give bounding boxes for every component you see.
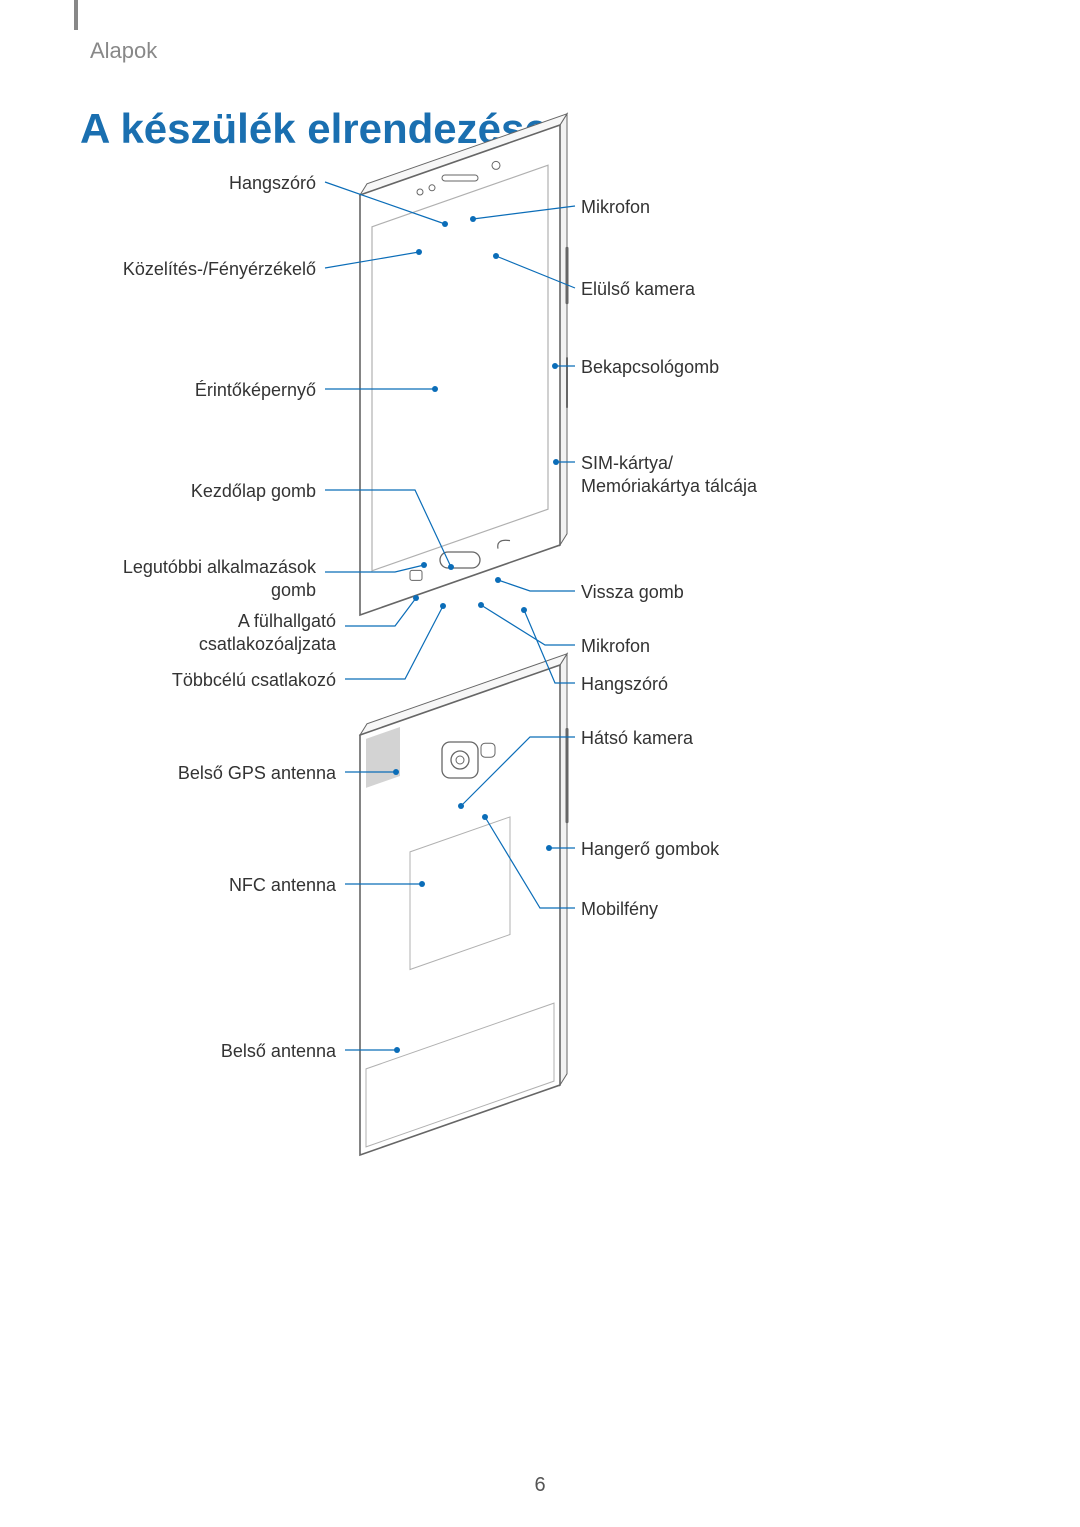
callout-label: Hangszóró	[229, 172, 316, 195]
callout-label: Közelítés-/Fényérzékelő	[123, 258, 316, 281]
callout-label: Mikrofon	[581, 635, 650, 658]
callout-label: Belső GPS antenna	[178, 762, 336, 785]
callout-label: Hangszóró	[581, 673, 668, 696]
callout-label: NFC antenna	[229, 874, 336, 897]
callout-label: Érintőképernyő	[195, 379, 316, 402]
callout-label: Többcélú csatlakozó	[172, 669, 336, 692]
callout-label: A fülhallgatócsatlakozóaljzata	[199, 610, 336, 655]
callout-label: Bekapcsológomb	[581, 356, 719, 379]
callout-label: Elülső kamera	[581, 278, 695, 301]
callout-label: Mobilfény	[581, 898, 658, 921]
callout-label: Vissza gomb	[581, 581, 684, 604]
callout-label: Hátsó kamera	[581, 727, 693, 750]
callout-label: Kezdőlap gomb	[191, 480, 316, 503]
device-diagram	[0, 0, 1080, 1527]
page-number: 6	[534, 1474, 545, 1497]
callout-label: SIM-kártya/Memóriakártya tálcája	[581, 452, 757, 497]
callout-label: Hangerő gombok	[581, 838, 719, 861]
callout-label: Mikrofon	[581, 196, 650, 219]
callout-label: Belső antenna	[221, 1040, 336, 1063]
callout-label: Legutóbbi alkalmazásokgomb	[123, 556, 316, 601]
